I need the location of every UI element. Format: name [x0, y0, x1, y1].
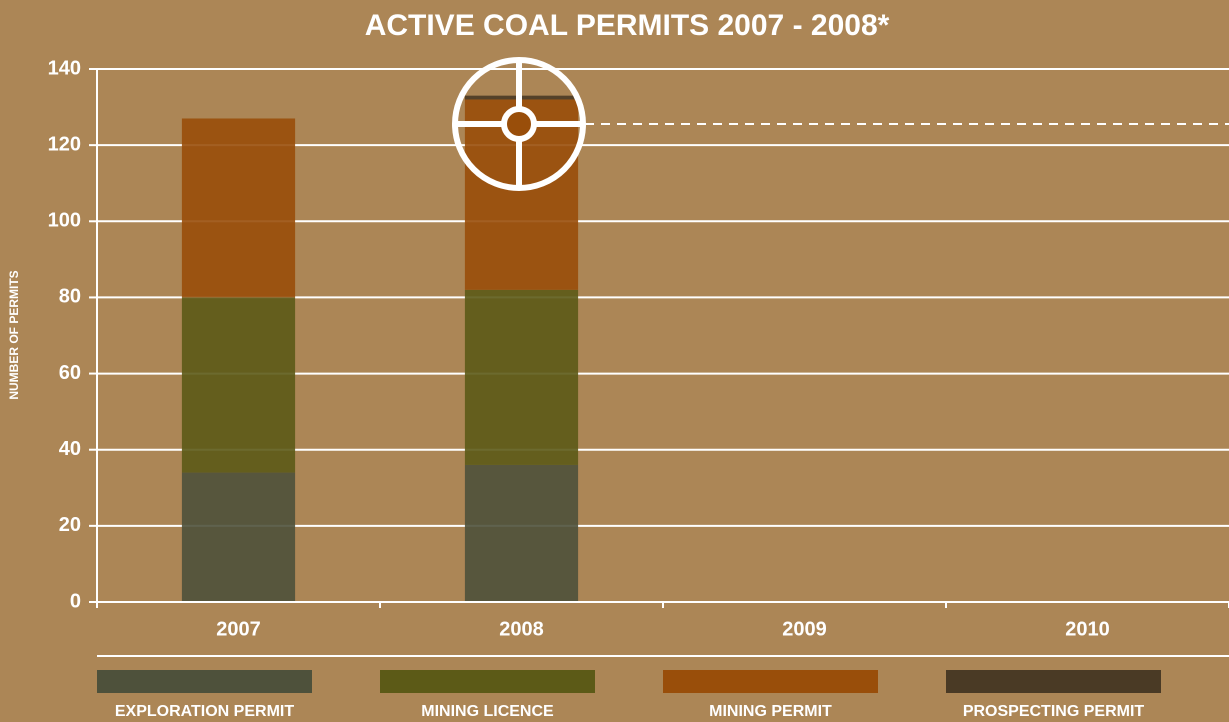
y-tick-label: 20	[59, 514, 81, 536]
legend-swatch	[946, 670, 1161, 693]
legend-swatch	[663, 670, 878, 693]
x-tick-label: 2007	[216, 618, 261, 640]
bar-segment	[464, 464, 579, 602]
axes: 0 20 40 60 80 100 120 140 2007 2008 2009 2010	[48, 57, 1229, 640]
bars	[181, 95, 579, 602]
legend: EXPLORATION PERMIT MINING LICENCE MINING P…	[97, 655, 1229, 720]
legend-label: EXPLORATION PERMIT	[115, 703, 294, 720]
bar-segment	[464, 289, 579, 465]
bar-segment	[181, 297, 296, 473]
legend-label: MINING PERMIT	[709, 703, 832, 720]
legend-label: MINING LICENCE	[421, 703, 554, 720]
legend-swatch	[380, 670, 595, 693]
legend-swatch	[97, 670, 312, 693]
crosshair-center	[501, 106, 537, 142]
y-tick-label: 100	[48, 210, 81, 232]
y-tick-label: 0	[70, 590, 81, 612]
x-tick-label: 2009	[782, 618, 827, 640]
y-tick-label: 60	[59, 362, 81, 384]
bar-segment	[181, 472, 296, 602]
y-axis-label: NUMBER OF PERMITS	[7, 270, 21, 399]
y-tick-label: 40	[59, 438, 81, 460]
target-marker	[452, 57, 1229, 191]
bar-segment	[181, 118, 296, 298]
y-tick-label: 140	[48, 57, 81, 79]
x-tick-label: 2008	[499, 618, 544, 640]
x-tick-label: 2010	[1065, 618, 1110, 640]
y-tick-label: 120	[48, 133, 81, 155]
chart-title: ACTIVE COAL PERMITS 2007 - 2008*	[365, 9, 890, 42]
legend-label: PROSPECTING PERMIT	[963, 703, 1145, 720]
y-tick-label: 80	[59, 286, 81, 308]
